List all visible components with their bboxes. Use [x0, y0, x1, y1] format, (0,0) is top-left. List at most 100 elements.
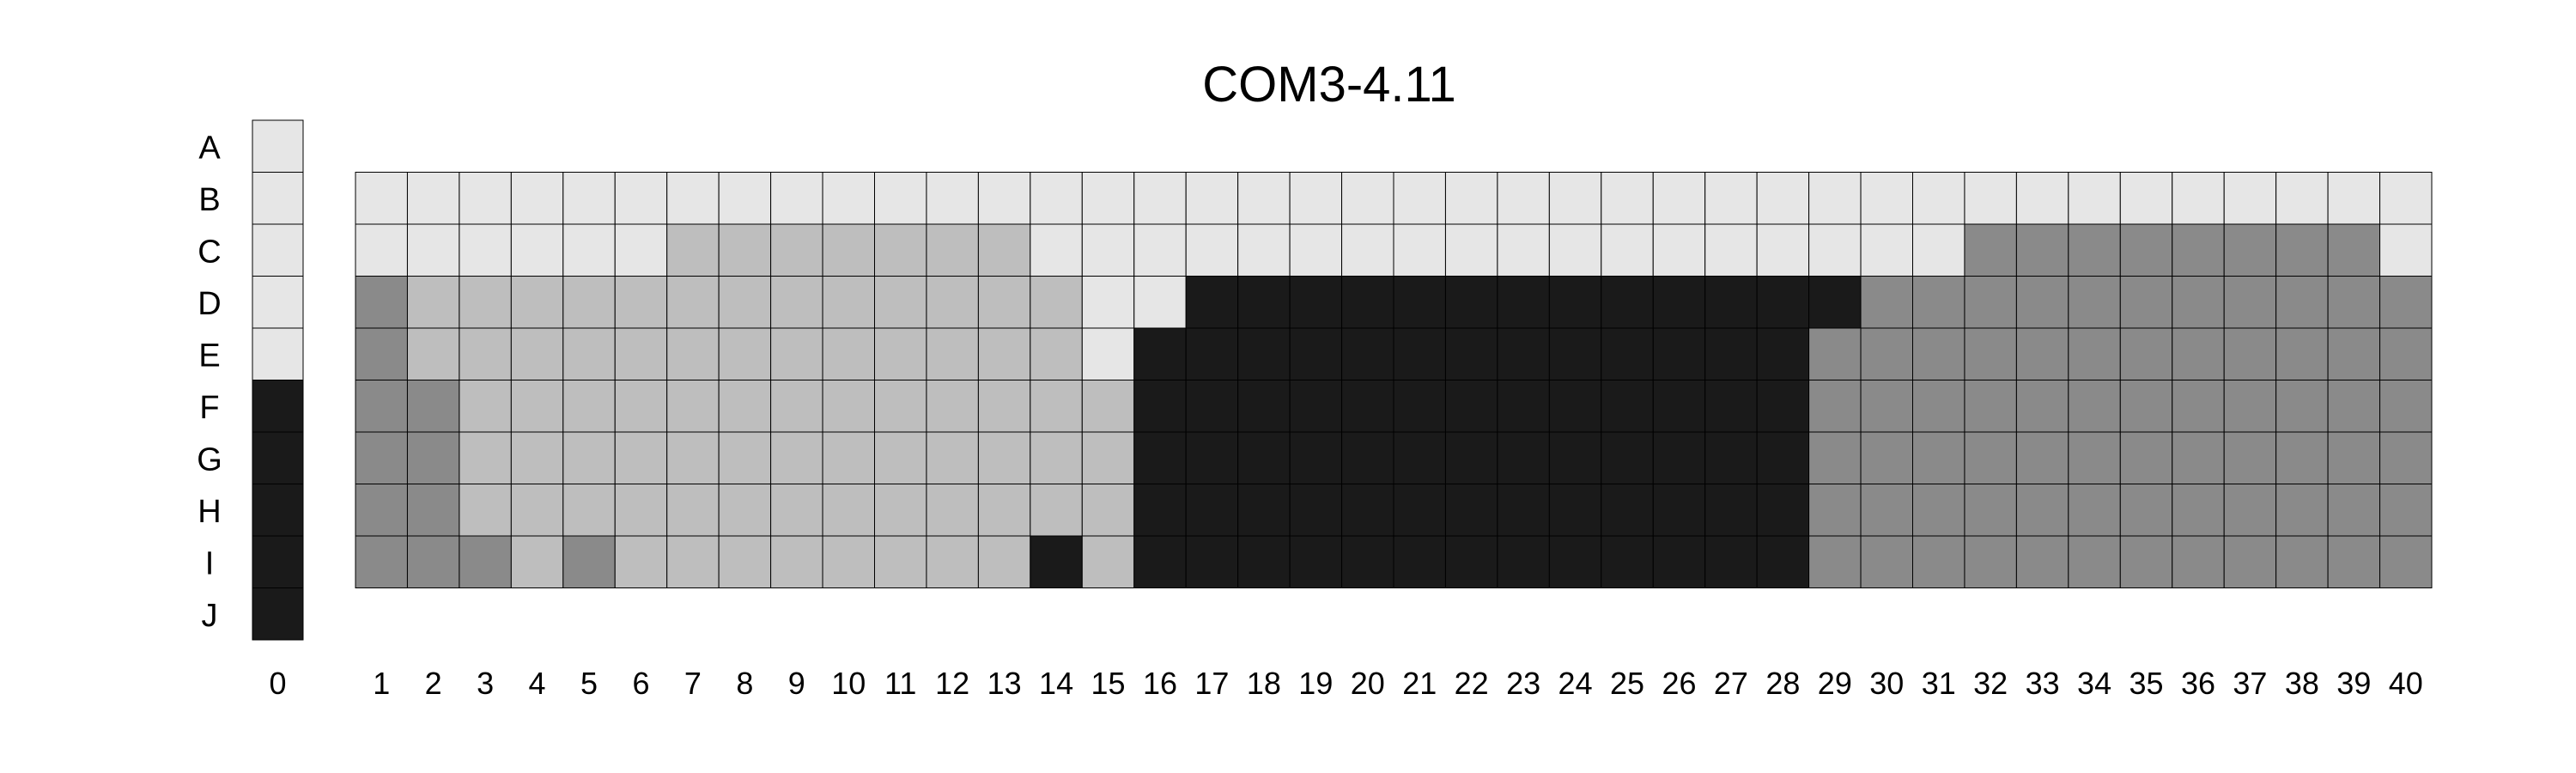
cell-F-22	[1444, 380, 1498, 433]
cell-G-12	[926, 431, 979, 484]
column-label-40: 40	[2389, 666, 2423, 701]
cell-H-7	[666, 484, 720, 537]
cell-C-8	[718, 223, 772, 277]
cell-F-25	[1601, 380, 1654, 433]
cell-B-20	[1341, 172, 1394, 225]
cell-H-3	[459, 484, 512, 537]
cell-G-2	[406, 431, 460, 484]
cell-G-5	[562, 431, 616, 484]
cell-D-6	[614, 276, 668, 329]
cell-G-26	[1652, 431, 1706, 484]
cell-D-32	[1964, 276, 2017, 329]
column-label-38: 38	[2285, 666, 2319, 701]
cell-E-15	[1081, 327, 1135, 380]
cell-C-16	[1133, 223, 1187, 277]
cell-B-2	[406, 172, 460, 225]
cell-E-16	[1133, 327, 1187, 380]
cell-H-36	[2172, 484, 2225, 537]
cell-G-34	[2068, 431, 2121, 484]
cell-D-33	[2015, 276, 2069, 329]
cell-F-23	[1497, 380, 1550, 433]
cell-H-0	[252, 484, 304, 537]
cell-D-7	[666, 276, 720, 329]
cell-H-26	[1652, 484, 1706, 537]
cell-I-2	[406, 535, 460, 588]
cell-H-29	[1808, 484, 1862, 537]
cell-H-1	[355, 484, 408, 537]
cell-G-10	[822, 431, 875, 484]
cell-C-33	[2015, 223, 2069, 277]
cell-B-12	[926, 172, 979, 225]
cell-C-15	[1081, 223, 1135, 277]
column-label-19: 19	[1298, 666, 1333, 701]
column-label-2: 2	[425, 666, 442, 701]
cell-H-31	[1912, 484, 1965, 537]
cell-E-30	[1860, 327, 1914, 380]
cell-I-33	[2015, 535, 2069, 588]
cell-G-31	[1912, 431, 1965, 484]
cell-D-23	[1497, 276, 1550, 329]
cell-C-25	[1601, 223, 1654, 277]
cell-I-28	[1756, 535, 1810, 588]
row-label-D: D	[197, 286, 221, 322]
cell-F-8	[718, 380, 772, 433]
cell-D-39	[2327, 276, 2381, 329]
cell-B-17	[1185, 172, 1239, 225]
column-label-29: 29	[1818, 666, 1852, 701]
cell-E-4	[510, 327, 564, 380]
column-label-16: 16	[1143, 666, 1177, 701]
cell-I-36	[2172, 535, 2225, 588]
cell-F-17	[1185, 380, 1239, 433]
cell-D-34	[2068, 276, 2121, 329]
cell-H-6	[614, 484, 668, 537]
cell-B-26	[1652, 172, 1706, 225]
cell-G-11	[874, 431, 927, 484]
cell-I-24	[1548, 535, 1602, 588]
cell-G-35	[2119, 431, 2173, 484]
cell-D-35	[2119, 276, 2173, 329]
cell-H-9	[770, 484, 823, 537]
cell-D-37	[2223, 276, 2277, 329]
cell-E-21	[1393, 327, 1446, 380]
cell-E-19	[1289, 327, 1343, 380]
cell-I-38	[2275, 535, 2329, 588]
cell-B-14	[1030, 172, 1083, 225]
cell-D-31	[1912, 276, 1965, 329]
cell-G-40	[2379, 431, 2433, 484]
cell-E-17	[1185, 327, 1239, 380]
cell-D-14	[1030, 276, 1083, 329]
cell-H-18	[1237, 484, 1291, 537]
cell-G-9	[770, 431, 823, 484]
cell-B-18	[1237, 172, 1291, 225]
cell-C-4	[510, 223, 564, 277]
cell-H-8	[718, 484, 772, 537]
cell-I-22	[1444, 535, 1498, 588]
cell-D-1	[355, 276, 408, 329]
column-label-1: 1	[373, 666, 390, 701]
row-label-B: B	[198, 182, 220, 218]
cell-F-37	[2223, 380, 2277, 433]
cell-D-38	[2275, 276, 2329, 329]
cell-H-39	[2327, 484, 2381, 537]
cell-D-10	[822, 276, 875, 329]
column-label-36: 36	[2181, 666, 2215, 701]
cell-H-24	[1548, 484, 1602, 537]
cell-E-26	[1652, 327, 1706, 380]
cell-H-15	[1081, 484, 1135, 537]
cell-B-24	[1548, 172, 1602, 225]
cell-D-8	[718, 276, 772, 329]
cell-D-13	[977, 276, 1031, 329]
cell-B-32	[1964, 172, 2017, 225]
cell-G-39	[2327, 431, 2381, 484]
cell-C-34	[2068, 223, 2121, 277]
cell-B-23	[1497, 172, 1550, 225]
cell-F-6	[614, 380, 668, 433]
cell-D-18	[1237, 276, 1291, 329]
cell-G-15	[1081, 431, 1135, 484]
cell-B-29	[1808, 172, 1862, 225]
cell-G-27	[1704, 431, 1758, 484]
cell-I-9	[770, 535, 823, 588]
cell-B-33	[2015, 172, 2069, 225]
